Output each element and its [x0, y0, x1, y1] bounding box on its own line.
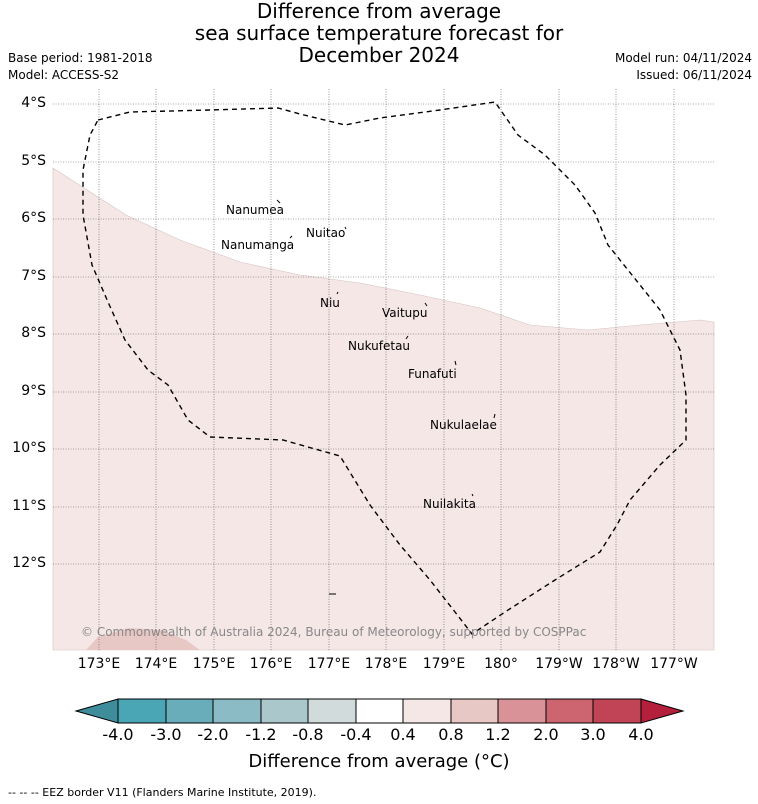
lon-label-178e: 178°E	[364, 656, 408, 672]
colorbar-bin-10	[545, 698, 594, 724]
model-run: Model run: 04/11/2024	[614, 51, 752, 65]
lat-label-6s: 6°S	[21, 210, 46, 226]
colorbar-bin-9	[497, 698, 547, 724]
lon-label-177w: 177°W	[650, 656, 698, 672]
island-label-nanumea: Nanumea	[226, 203, 284, 217]
colorbar-bin-3	[212, 698, 262, 724]
base-period: Base period: 1981-2018	[8, 51, 153, 65]
island-label-funafuti: Funafuti	[408, 367, 457, 381]
lon-label-180: 180°	[484, 656, 518, 672]
chart-title: Difference from average sea surface temp…	[0, 0, 758, 66]
lon-label-173e: 173°E	[77, 656, 121, 672]
anomaly-area-light	[52, 167, 715, 651]
eez-footnote: -- -- -- EEZ border V11 (Flanders Marine…	[8, 786, 317, 799]
colorbar-bin-7	[402, 698, 452, 724]
lat-label-5s: 5°S	[21, 153, 46, 169]
lon-label-174e: 174°E	[134, 656, 178, 672]
colorbar-tick: -2.0	[197, 725, 229, 744]
issued-date: Issued: 06/11/2024	[636, 68, 752, 82]
lon-label-179e: 179°E	[422, 656, 466, 672]
lon-label-179w: 179°W	[535, 656, 583, 672]
island-label-nuilakita: Nuilakita	[423, 497, 476, 511]
colorbar-bin-6	[355, 698, 404, 724]
colorbar-tick: -4.0	[102, 725, 134, 744]
colorbar-bin-4	[260, 698, 309, 724]
colorbar-tick: 0.8	[438, 725, 464, 744]
island-label-nuitao: Nuitao	[306, 226, 345, 240]
island-labels: Nanumea Nuitao Nanumanga Niu Vaitupu Nuk…	[221, 203, 497, 511]
colorbar-label: Difference from average (°C)	[248, 751, 510, 772]
island-label-vaitupu: Vaitupu	[382, 306, 428, 320]
eez-border	[82, 101, 687, 635]
island-label-nanumanga: Nanumanga	[221, 238, 294, 252]
title-line-3: December 2024	[298, 43, 460, 67]
lat-label-11s: 11°S	[12, 498, 46, 514]
island-marks	[276, 199, 496, 595]
colorbar-tick: 3.0	[580, 725, 606, 744]
colorbar-tick: 0.4	[390, 725, 416, 744]
lat-label-10s: 10°S	[12, 440, 46, 456]
island-label-nukufetau: Nukufetau	[348, 339, 410, 353]
lat-label-4s: 4°S	[21, 95, 46, 111]
meta-right: Model run: 04/11/2024 Issued: 06/11/2024	[615, 50, 752, 84]
lat-label-8s: 8°S	[21, 325, 46, 341]
title-line-1: Difference from average	[256, 0, 502, 23]
lat-label-7s: 7°S	[21, 268, 46, 284]
island-label-niu: Niu	[320, 296, 340, 310]
meta-left: Base period: 1981-2018 Model: ACCESS-S2	[8, 50, 153, 84]
colorbar	[74, 698, 685, 724]
colorbar-bin-8	[450, 698, 499, 724]
colorbar-extend-low	[74, 698, 119, 724]
copyright-notice: © Commonwealth of Australia 2024, Bureau…	[81, 625, 586, 639]
colorbar-tick: -1.2	[245, 725, 277, 744]
anomaly-area-medium	[86, 628, 200, 650]
lon-label-175e: 175°E	[192, 656, 236, 672]
colorbar-tick: 4.0	[628, 725, 654, 744]
colorbar-tick: -0.8	[292, 725, 324, 744]
lat-label-12s: 12°S	[12, 555, 46, 571]
colorbar-extend-high	[640, 698, 685, 724]
colorbar-bin-2	[165, 698, 214, 724]
colorbar-bin-11	[592, 698, 642, 724]
colorbar-tick: 1.2	[485, 725, 511, 744]
colorbar-tick: -3.0	[150, 725, 182, 744]
colorbar-bin-5	[307, 698, 357, 724]
model-name: Model: ACCESS-S2	[8, 68, 120, 82]
colorbar-tick: 2.0	[533, 725, 559, 744]
lat-label-9s: 9°S	[21, 383, 46, 399]
lon-label-177e: 177°E	[307, 656, 351, 672]
lon-label-178w: 178°W	[592, 656, 640, 672]
lon-label-176e: 176°E	[249, 656, 293, 672]
title-line-2: sea surface temperature forecast for	[194, 21, 564, 45]
island-label-nukulaelae: Nukulaelae	[430, 418, 497, 432]
colorbar-bin-1	[117, 698, 167, 724]
gridlines	[53, 89, 714, 650]
colorbar-tick: -0.4	[340, 725, 372, 744]
